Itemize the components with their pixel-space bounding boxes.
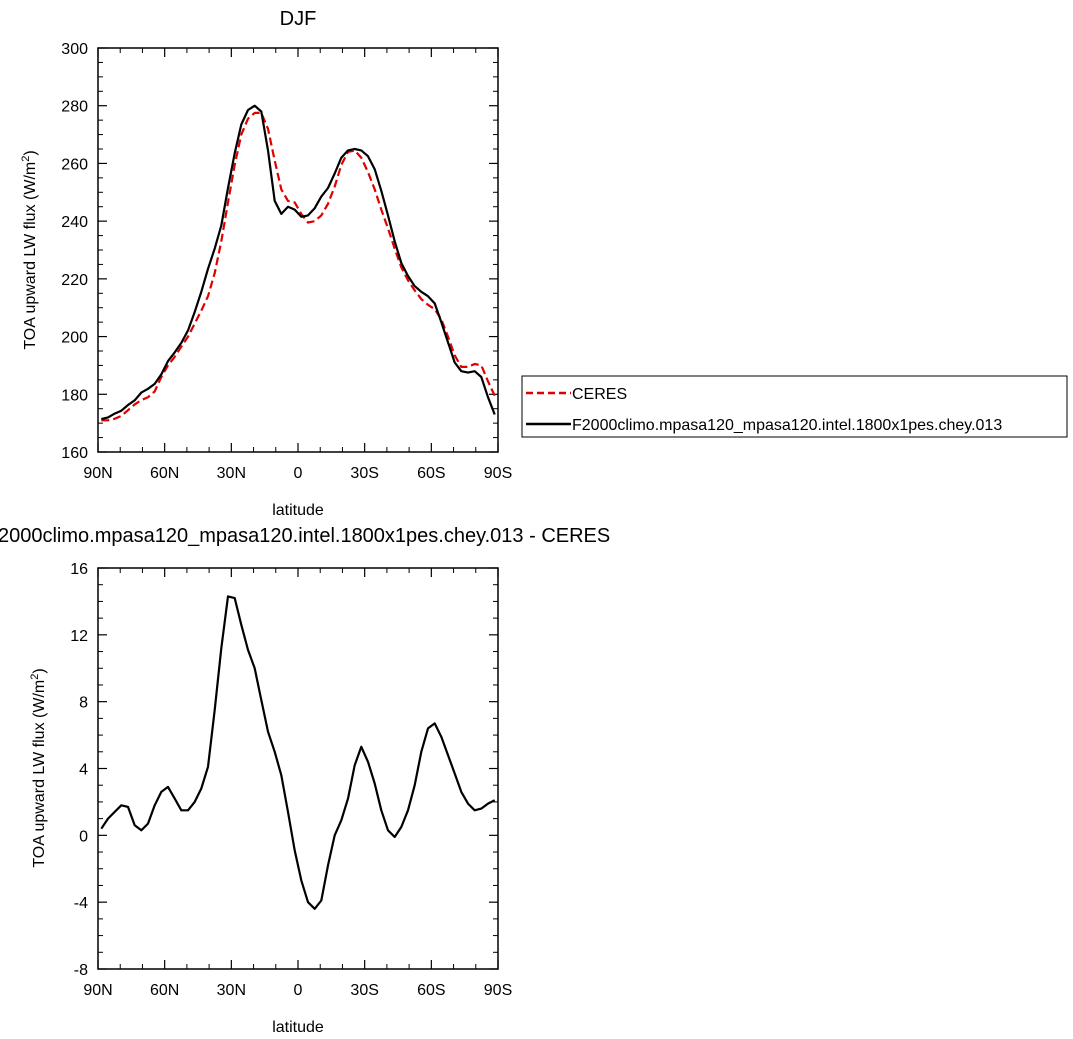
series-line-model bbox=[100, 595, 496, 910]
top-y-axis-label-main: TOA upward LW flux (W/m bbox=[22, 162, 39, 350]
y-tick-label: 4 bbox=[79, 762, 88, 779]
y-tick-label: 200 bbox=[61, 330, 88, 347]
top-axis-ticks bbox=[97, 47, 499, 453]
x-tick-label: 0 bbox=[294, 465, 303, 482]
x-tick-label: 30S bbox=[350, 465, 378, 482]
y-tick-label: -8 bbox=[74, 962, 88, 979]
y-tick-label: 280 bbox=[61, 99, 88, 116]
y-tick-label: -4 bbox=[74, 895, 88, 912]
top-y-axis-label-sup: 2 bbox=[20, 156, 32, 162]
y-tick-label: 220 bbox=[61, 272, 88, 289]
bottom-series-group bbox=[100, 595, 496, 910]
x-tick-label: 60S bbox=[417, 982, 445, 999]
x-tick-label: 90N bbox=[83, 465, 112, 482]
series-line-ceres bbox=[101, 111, 496, 422]
bottom-axis-ticks bbox=[97, 567, 499, 970]
bottom-plot-frame bbox=[97, 567, 499, 970]
x-tick-label: 0 bbox=[294, 982, 303, 999]
bottom-y-tick-labels: -8 -4 0 4 8 12 16 bbox=[70, 561, 88, 979]
legend-label-model: F2000climo.mpasa120_mpasa120.intel.1800x… bbox=[572, 417, 1002, 434]
top-plot-frame bbox=[97, 47, 499, 453]
x-tick-label: 60N bbox=[150, 982, 179, 999]
x-tick-label: 60N bbox=[150, 465, 179, 482]
x-tick-label: 30N bbox=[217, 465, 246, 482]
x-tick-label: 90S bbox=[484, 982, 512, 999]
bottom-y-axis-label-close: ) bbox=[31, 668, 48, 673]
bottom-chart-title: F2000climo.mpasa120_mpasa120.intel.1800x… bbox=[0, 525, 610, 547]
top-legend: CERES F2000climo.mpasa120_mpasa120.intel… bbox=[521, 375, 1068, 438]
y-tick-label: 16 bbox=[70, 561, 88, 578]
y-tick-label: 260 bbox=[61, 156, 88, 173]
y-tick-label: 180 bbox=[61, 387, 88, 404]
top-y-axis-label: TOA upward LW flux (W/m2) bbox=[20, 150, 39, 349]
bottom-y-axis-label-sup: 2 bbox=[29, 674, 41, 680]
y-tick-label: 8 bbox=[79, 695, 88, 712]
y-tick-label: 240 bbox=[61, 214, 88, 231]
bottom-x-tick-labels: 90N 60N 30N 0 30S 60S 90S bbox=[83, 982, 512, 999]
x-tick-label: 90S bbox=[484, 465, 512, 482]
top-y-axis-label-close: ) bbox=[22, 150, 39, 155]
top-series-group bbox=[101, 104, 496, 422]
legend-box bbox=[521, 375, 1068, 438]
top-y-tick-labels: 160 180 200 220 240 260 280 300 bbox=[61, 41, 88, 462]
y-tick-label: 300 bbox=[61, 41, 88, 58]
bottom-y-axis-label: TOA upward LW flux (W/m2) bbox=[29, 668, 48, 867]
bottom-y-axis-label-main: TOA upward LW flux (W/m bbox=[31, 680, 48, 868]
x-tick-label: 90N bbox=[83, 982, 112, 999]
top-panel: DJF 90N 60N 30N 0 30S 60S 90S 160 180 200 220 240 2… bbox=[20, 8, 1068, 519]
y-tick-label: 12 bbox=[70, 628, 88, 645]
bottom-panel: F2000climo.mpasa120_mpasa120.intel.1800x… bbox=[0, 525, 610, 1036]
x-tick-label: 30N bbox=[217, 982, 246, 999]
series-line-model bbox=[101, 104, 496, 421]
top-x-axis-label: latitude bbox=[272, 502, 324, 519]
y-tick-label: 160 bbox=[61, 445, 88, 462]
x-tick-label: 30S bbox=[350, 982, 378, 999]
legend-label-ceres: CERES bbox=[572, 386, 627, 403]
y-tick-label: 0 bbox=[79, 828, 88, 845]
x-tick-label: 60S bbox=[417, 465, 445, 482]
bottom-x-axis-label: latitude bbox=[272, 1019, 324, 1036]
top-x-tick-labels: 90N 60N 30N 0 30S 60S 90S bbox=[83, 465, 512, 482]
top-chart-title: DJF bbox=[280, 8, 317, 30]
